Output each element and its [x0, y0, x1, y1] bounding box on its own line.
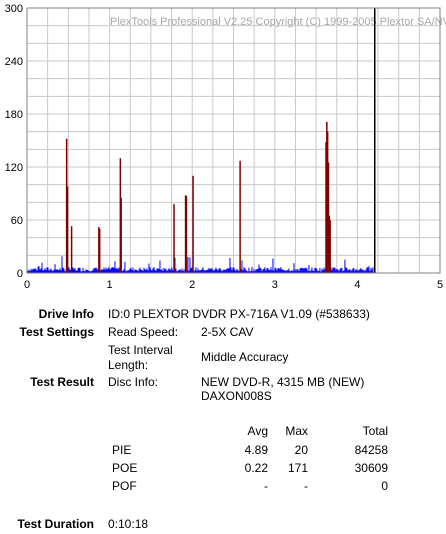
y-tick-label: 120 [5, 162, 23, 174]
chart-grid [26, 7, 441, 274]
stats-row-total: 0 [381, 479, 388, 493]
stats-row-total: 30609 [354, 461, 388, 475]
disc-info-line2: DAXON008S [201, 389, 272, 403]
stats-row-total: 84258 [354, 443, 388, 457]
x-tick-label: 3 [272, 279, 278, 291]
test-result-label: Test Result [30, 375, 94, 389]
plot-frame [26, 7, 441, 274]
stats-header-total: Total [362, 424, 388, 438]
x-tick-label: 0 [24, 279, 30, 291]
stats-row-max: 171 [287, 461, 308, 475]
stats-row-name: POE [112, 461, 138, 475]
stats-header-max: Max [285, 424, 308, 438]
disc-info-line1: NEW DVD-R, 4315 MB (NEW) [201, 375, 365, 389]
x-tick-label: 1 [107, 279, 113, 291]
stats-row-name: POF [112, 479, 137, 493]
drive-info-value: ID:0 PLEXTOR DVDR PX-716A V1.09 (#538633… [108, 307, 370, 321]
x-tick-label: 2 [189, 279, 195, 291]
poe-series [65, 121, 331, 273]
stats-header-avg: Avg [247, 424, 268, 438]
y-tick-label: 180 [5, 109, 23, 121]
stats-row-avg: 4.89 [244, 443, 268, 457]
interval-value: Middle Accuracy [201, 350, 289, 364]
stats-row-avg: 0.22 [244, 461, 268, 475]
y-tick-label: 240 [5, 56, 23, 68]
stats-row-max: 20 [294, 443, 308, 457]
x-tick-label: 5 [437, 279, 443, 291]
error-chart: PlexTools Professional V2.25 Copyright (… [5, 3, 446, 291]
pie-series [26, 256, 374, 273]
disc-info-label: Disc Info: [108, 375, 159, 389]
stats-row-name: PIE [112, 443, 132, 457]
test-settings-label: Test Settings [19, 325, 94, 339]
x-tick-label: 4 [354, 279, 360, 291]
y-axis-ticks: 0 60 120 180 240 300 [5, 3, 23, 280]
test-duration-label: Test Duration [17, 517, 94, 531]
drive-info-label: Drive Info [38, 307, 94, 321]
y-tick-label: 60 [11, 215, 23, 227]
stats-row-max: - [304, 479, 308, 493]
read-speed-label: Read Speed: [108, 325, 179, 339]
chart-watermark: PlexTools Professional V2.25 Copyright (… [110, 16, 446, 28]
stats-row-avg: - [264, 479, 268, 493]
interval-label-line1: Test Interval [108, 343, 173, 357]
x-axis-ticks: 0 1 2 3 4 5 [24, 279, 443, 291]
test-duration-value: 0:10:18 [108, 517, 149, 531]
read-speed-value: 2-5X CAV [201, 325, 254, 339]
y-tick-label: 0 [17, 268, 23, 280]
y-tick-label: 300 [5, 3, 23, 15]
interval-label-line2: Length: [108, 358, 149, 372]
